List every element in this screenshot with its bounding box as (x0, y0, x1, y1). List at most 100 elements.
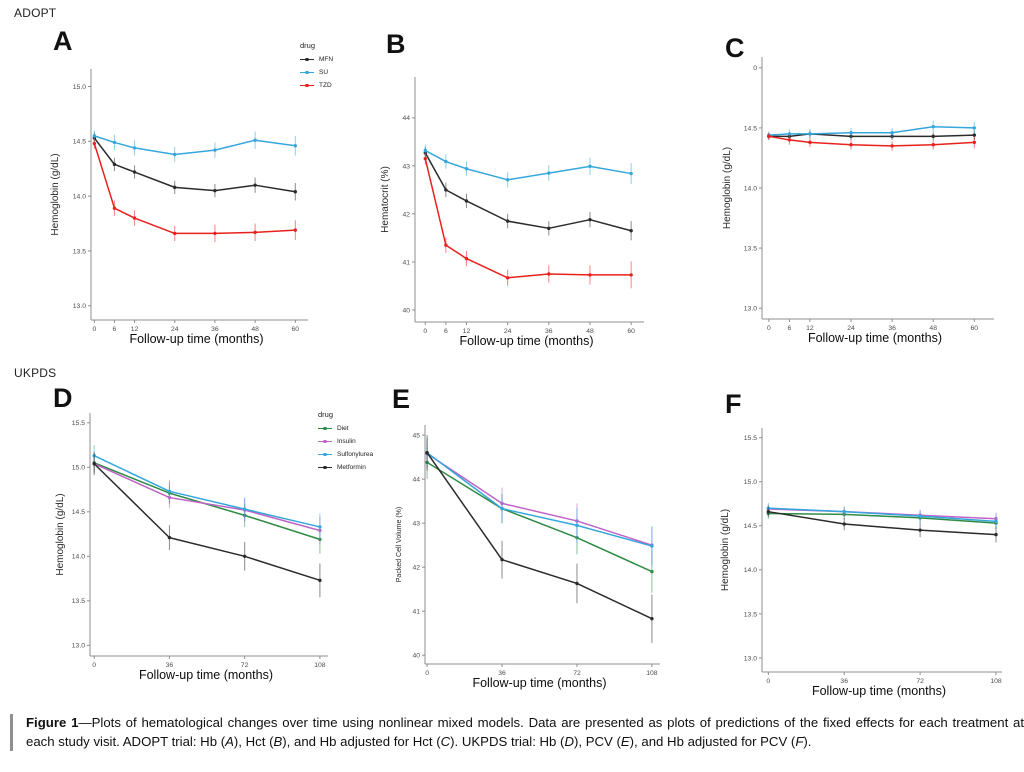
trial-title-ukpds: UKPDS (14, 366, 57, 380)
plot-c: 13.0 13.5 14.0 14.5 0 0 6 12 24 36 48 60 Follow-up t… (722, 57, 994, 345)
svg-text:0: 0 (92, 662, 96, 669)
y-axis-title: Packed Cell Volume (%) (396, 507, 403, 582)
series-tzd (423, 152, 633, 289)
svg-text:36: 36 (840, 678, 848, 685)
svg-text:0: 0 (425, 670, 429, 677)
chart-a-hemoglobin: 13.0 13.5 14.0 14.5 15.0 0 6 12 24 36 48 60 Follow-u… (30, 25, 375, 370)
caption-segment: ), PCV ( (573, 733, 621, 749)
caption-segment: A (225, 733, 234, 749)
panel-label-f: F (725, 389, 742, 419)
legend-item-tzd: TZD (300, 79, 333, 92)
svg-text:42: 42 (412, 565, 420, 572)
svg-text:36: 36 (166, 662, 174, 669)
svg-text:60: 60 (292, 326, 300, 333)
caption-text: Figure 1—Plots of hematological changes … (26, 715, 1024, 749)
svg-text:6: 6 (113, 326, 117, 333)
svg-text:43: 43 (402, 163, 410, 170)
legend-key-icon (300, 70, 314, 75)
series-tzd (92, 138, 298, 243)
svg-text:36: 36 (498, 670, 506, 677)
chart-c-hemoglobin-adjusted: 13.0 13.5 14.0 14.5 0 0 6 12 24 36 48 60 Follow-up t… (700, 25, 1024, 370)
svg-text:48: 48 (251, 326, 259, 333)
svg-text:14.5: 14.5 (73, 139, 86, 146)
svg-text:14.5: 14.5 (744, 125, 757, 132)
axes (761, 428, 1002, 673)
legend-key-icon (318, 439, 332, 444)
svg-text:6: 6 (444, 328, 448, 335)
chart-b-hematocrit: 40 41 42 43 44 0 6 12 24 36 48 60 Follow-up time (mo… (370, 25, 700, 370)
svg-text:0: 0 (767, 325, 771, 332)
series-mfn (767, 130, 977, 140)
caption-segment: D (564, 733, 574, 749)
series-sulfonylurea (425, 437, 654, 566)
svg-text:44: 44 (412, 477, 420, 484)
panel-a: A 13.0 13.5 14.0 14.5 15.0 0 6 12 24 36 48 60 Follow… (30, 25, 375, 365)
panel-label-a: A (53, 26, 73, 56)
series-sulfonylurea (92, 445, 322, 541)
chart-f-hemoglobin-adjusted: 13.0 13.5 14.0 14.5 15.0 15.5 0 36 72 108 Follow-u… (700, 385, 1024, 708)
y-tick-labels: 13.0 13.5 14.0 14.5 15.0 15.5 (744, 435, 762, 662)
series-mfn (92, 132, 298, 201)
svg-text:36: 36 (888, 325, 896, 332)
caption-segment: E (620, 733, 630, 749)
axes (414, 77, 644, 323)
svg-text:13.0: 13.0 (73, 303, 86, 310)
legend-title: drug (318, 410, 334, 419)
panel-d: D 13.0 13.5 14.0 14.5 15.0 15.5 0 36 72 108 Follow… (30, 385, 380, 685)
svg-text:72: 72 (573, 670, 581, 677)
svg-text:42: 42 (402, 211, 410, 218)
svg-text:24: 24 (504, 328, 512, 335)
svg-text:12: 12 (806, 325, 814, 332)
svg-text:72: 72 (241, 662, 249, 669)
x-axis-title: Follow-up time (months) (129, 332, 263, 346)
panel-b: B 40 41 42 43 44 0 6 12 24 36 48 60 Follow-up time (… (370, 25, 700, 365)
legend-key-icon (300, 83, 314, 88)
x-tick-labels: 0 6 12 24 36 48 60 (92, 320, 299, 333)
svg-text:60: 60 (971, 325, 979, 332)
svg-text:15.0: 15.0 (72, 465, 85, 472)
svg-text:12: 12 (131, 326, 139, 333)
series-insulin (92, 453, 322, 544)
x-tick-labels: 0 6 12 24 36 48 60 (423, 322, 635, 335)
svg-text:15.5: 15.5 (744, 435, 757, 442)
series-tzd (767, 132, 977, 151)
svg-text:0: 0 (766, 678, 770, 685)
y-tick-labels: 40 41 42 43 44 (402, 115, 415, 314)
plot-e: 40 41 42 43 44 45 0 36 72 108 Follow-up time (mont… (396, 425, 660, 690)
y-axis-title: Hemoglobin (g/dL) (50, 153, 61, 235)
svg-text:14.0: 14.0 (744, 567, 757, 574)
x-axis-title: Follow-up time (months) (139, 668, 273, 682)
svg-text:13.0: 13.0 (72, 643, 85, 650)
svg-text:108: 108 (314, 662, 326, 669)
y-tick-labels: 40 41 42 43 44 45 (412, 433, 425, 660)
svg-text:60: 60 (627, 328, 635, 335)
panel-label-d: D (53, 383, 73, 413)
legend-label: Sulfonylurea (337, 451, 374, 458)
svg-text:14.0: 14.0 (72, 554, 85, 561)
legend-item-su: SU (300, 66, 333, 79)
svg-text:40: 40 (402, 307, 410, 314)
y-axis-title: Hemoglobin (g/dL) (720, 509, 731, 591)
svg-text:13.5: 13.5 (73, 248, 86, 255)
panel-f: F 13.0 13.5 14.0 14.5 15.0 15.5 0 36 72 108 Follow… (700, 385, 1024, 703)
svg-text:43: 43 (412, 521, 420, 528)
caption-segment: —Plots of hematological changes over tim… (26, 715, 1024, 749)
caption-segment: ), and Hb adjusted for Hct ( (282, 733, 441, 749)
axes (424, 425, 660, 665)
svg-text:24: 24 (847, 325, 855, 332)
legend-label: TZD (319, 82, 332, 89)
axes (89, 413, 328, 657)
panel-label-c: C (725, 33, 745, 63)
series-diet (425, 446, 654, 593)
svg-text:13.0: 13.0 (744, 306, 757, 313)
svg-text:48: 48 (929, 325, 937, 332)
caption-segment: ), Hct ( (233, 733, 274, 749)
axes (90, 69, 308, 321)
svg-text:13.5: 13.5 (744, 245, 757, 252)
series-mfn (423, 147, 633, 241)
plot-d: 13.0 13.5 14.0 14.5 15.0 15.5 0 36 72 108 Follow-u… (55, 413, 328, 682)
svg-text:72: 72 (916, 678, 924, 685)
panel-label-b: B (386, 29, 406, 59)
series-su (92, 130, 298, 163)
